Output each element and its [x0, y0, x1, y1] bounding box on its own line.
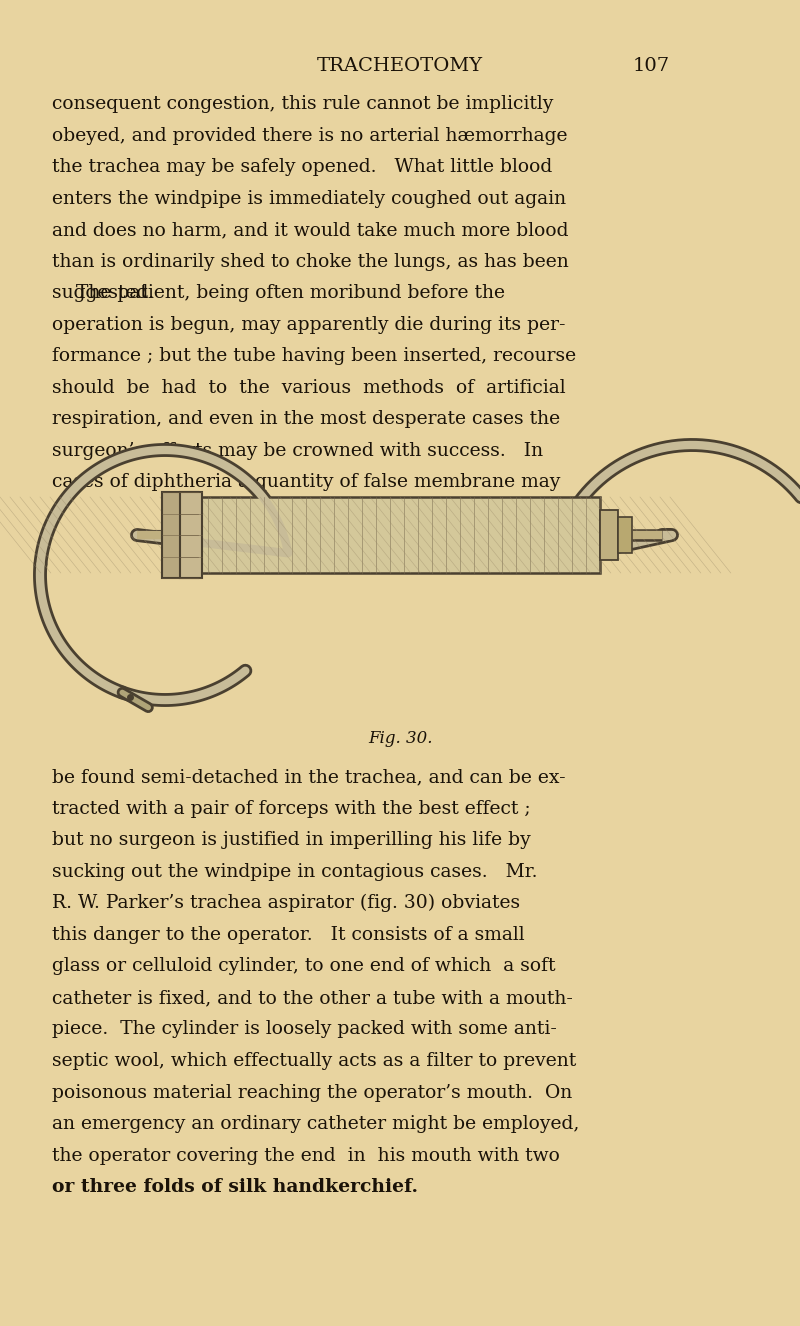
Text: poisonous material reaching the operator’s mouth.  On: poisonous material reaching the operator… — [52, 1083, 572, 1102]
Text: suggested.: suggested. — [52, 284, 154, 302]
Text: R. W. Parker’s trachea aspirator (fig. 30) obviates: R. W. Parker’s trachea aspirator (fig. 3… — [52, 894, 520, 912]
Text: this danger to the operator.   It consists of a small: this danger to the operator. It consists… — [52, 926, 525, 944]
Text: but no surgeon is justified in imperilling his life by: but no surgeon is justified in imperilli… — [52, 831, 530, 849]
Text: cases of diphtheria a quantity of false membrane may: cases of diphtheria a quantity of false … — [52, 473, 560, 492]
Text: Fig. 30.: Fig. 30. — [368, 731, 432, 747]
Bar — [618, 517, 632, 553]
Text: TRACHEOTOMY: TRACHEOTOMY — [317, 57, 483, 76]
Text: or three folds of silk handkerchief.: or three folds of silk handkerchief. — [52, 1179, 418, 1196]
Text: the trachea may be safely opened.   What little blood: the trachea may be safely opened. What l… — [52, 158, 552, 176]
Text: be found semi-detached in the trachea, and can be ex-: be found semi-detached in the trachea, a… — [52, 768, 566, 786]
Text: consequent congestion, this rule cannot be implicitly: consequent congestion, this rule cannot … — [52, 95, 554, 113]
Bar — [180, 492, 202, 578]
Text: the operator covering the end  in  his mouth with two: the operator covering the end in his mou… — [52, 1147, 560, 1164]
Text: piece.  The cylinder is loosely packed with some anti-: piece. The cylinder is loosely packed wi… — [52, 1021, 557, 1038]
Text: formance ; but the tube having been inserted, recourse: formance ; but the tube having been inse… — [52, 347, 576, 365]
Text: obeyed, and provided there is no arterial hæmorrhage: obeyed, and provided there is no arteria… — [52, 126, 567, 145]
Text: than is ordinarily shed to choke the lungs, as has been: than is ordinarily shed to choke the lun… — [52, 253, 569, 271]
Text: glass or celluloid cylinder, to one end of which  a soft: glass or celluloid cylinder, to one end … — [52, 957, 555, 976]
Text: should  be  had  to  the  various  methods  of  artificial: should be had to the various methods of … — [52, 379, 566, 396]
Text: 107: 107 — [633, 57, 670, 76]
Text: catheter is fixed, and to the other a tube with a mouth-: catheter is fixed, and to the other a tu… — [52, 989, 573, 1006]
Text: sucking out the windpipe in contagious cases.   Mr.: sucking out the windpipe in contagious c… — [52, 863, 538, 880]
Text: operation is begun, may apparently die during its per-: operation is begun, may apparently die d… — [52, 316, 566, 334]
Text: enters the windpipe is immediately coughed out again: enters the windpipe is immediately cough… — [52, 190, 566, 208]
Text: The patient, being often moribund before the: The patient, being often moribund before… — [52, 284, 505, 302]
Text: respiration, and even in the most desperate cases the: respiration, and even in the most desper… — [52, 410, 560, 428]
Text: septic wool, which effectually acts as a filter to prevent: septic wool, which effectually acts as a… — [52, 1052, 576, 1070]
Bar — [600, 511, 618, 560]
Bar — [180, 497, 600, 573]
Text: and does no harm, and it would take much more blood: and does no harm, and it would take much… — [52, 221, 569, 239]
Bar — [162, 492, 198, 578]
Text: surgeon’s efforts may be crowned with success.   In: surgeon’s efforts may be crowned with su… — [52, 442, 543, 460]
Text: an emergency an ordinary catheter might be employed,: an emergency an ordinary catheter might … — [52, 1115, 579, 1134]
Text: tracted with a pair of forceps with the best effect ;: tracted with a pair of forceps with the … — [52, 800, 530, 818]
